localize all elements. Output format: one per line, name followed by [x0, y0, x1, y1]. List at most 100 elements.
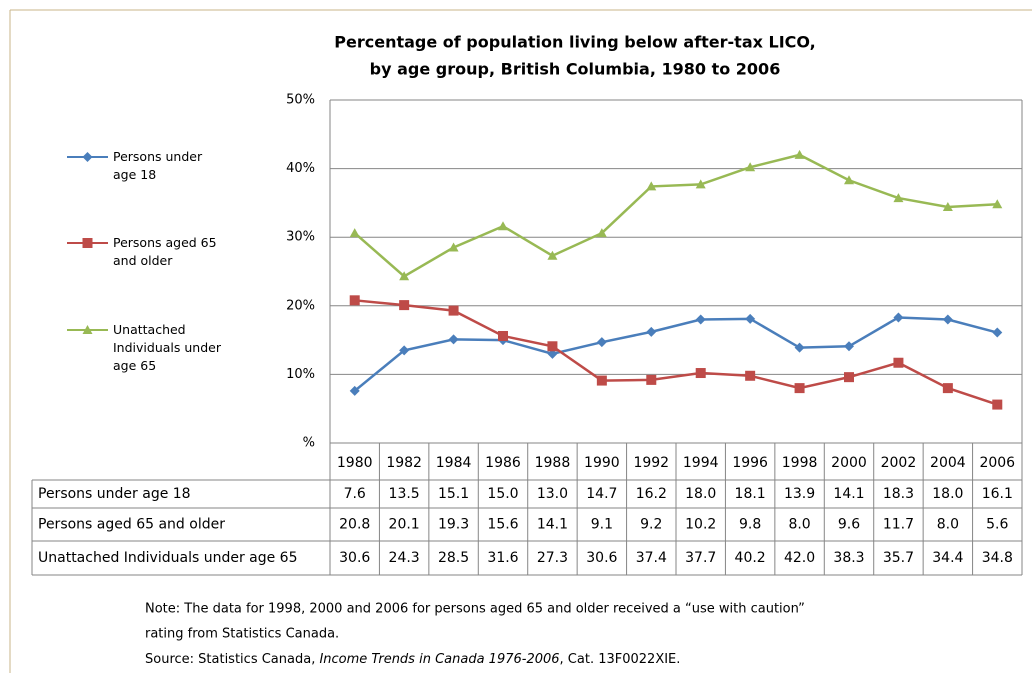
- x-tick-label: 1982: [386, 455, 422, 471]
- marker: [399, 271, 410, 281]
- marker: [893, 357, 904, 368]
- table-value: 14.1: [833, 486, 864, 502]
- table-value: 18.1: [735, 486, 766, 502]
- marker: [448, 242, 459, 252]
- line: [354, 299, 998, 406]
- source-suffix: , Cat. 13F0022XIE.: [560, 652, 681, 667]
- x-tick-label: 2000: [831, 455, 867, 471]
- marker: [596, 337, 607, 348]
- marker: [646, 374, 657, 385]
- table-value: 16.1: [982, 486, 1013, 502]
- table-value: 19.3: [438, 517, 469, 533]
- marker: [992, 399, 1003, 410]
- line: [353, 316, 998, 392]
- marker: [547, 250, 558, 260]
- table-value: 20.1: [389, 517, 420, 533]
- table-value: 35.7: [883, 550, 914, 566]
- x-tick-label: 1994: [683, 455, 719, 471]
- marker: [844, 341, 854, 352]
- note: rating from Statistics Canada.: [145, 627, 339, 642]
- x-tick-label: 1990: [584, 455, 620, 471]
- row-label: Persons aged 65 and older: [38, 517, 225, 533]
- table-value: 11.7: [883, 517, 914, 533]
- row-label: Unattached Individuals under age 65: [38, 550, 298, 566]
- table-value: 13.9: [784, 486, 815, 502]
- y-tick-label: 50%: [286, 93, 315, 108]
- marker: [448, 334, 459, 345]
- marker: [547, 348, 558, 359]
- x-tick-label: 2002: [881, 455, 917, 471]
- table-value: 8.0: [788, 517, 810, 533]
- chart-title: Percentage of population living below af…: [334, 33, 815, 52]
- table-value: 14.7: [586, 486, 617, 502]
- table-value: 37.7: [685, 550, 716, 566]
- x-tick-label: 1988: [535, 455, 571, 471]
- source-publication: Income Trends in Canada 1976-2006: [319, 652, 559, 667]
- table-value: 16.2: [636, 486, 667, 502]
- table-value: 38.3: [833, 550, 864, 566]
- y-tick-label: %: [303, 436, 315, 451]
- marker: [646, 326, 657, 337]
- marker: [547, 341, 558, 352]
- marker: [448, 305, 459, 316]
- table-value: 9.8: [739, 517, 761, 533]
- marker: [498, 221, 508, 231]
- marker: [745, 162, 756, 172]
- table-value: 9.2: [640, 517, 662, 533]
- table-value: 30.6: [586, 550, 617, 566]
- marker: [992, 199, 1003, 209]
- marker: [349, 228, 360, 238]
- marker: [844, 372, 854, 383]
- table-value: 10.2: [685, 517, 716, 533]
- source-prefix: Source: Statistics Canada,: [145, 652, 319, 667]
- marker: [942, 383, 953, 394]
- table-value: 20.8: [339, 517, 370, 533]
- marker: [893, 312, 904, 323]
- marker: [695, 314, 706, 325]
- marker: [596, 375, 607, 386]
- marker: [745, 313, 756, 324]
- table-value: 14.1: [537, 517, 568, 533]
- table-value: 27.3: [537, 550, 568, 566]
- marker: [695, 179, 706, 189]
- x-tick-label: 2004: [930, 455, 966, 471]
- table-value: 13.5: [389, 486, 420, 502]
- marker: [646, 181, 657, 191]
- table-value: 37.4: [636, 550, 667, 566]
- marker: [399, 345, 410, 356]
- table-value: 5.6: [986, 517, 1008, 533]
- marker: [992, 327, 1003, 338]
- table-value: 9.6: [838, 517, 860, 533]
- x-tick-label: 1998: [782, 455, 818, 471]
- marker: [794, 149, 805, 159]
- source: Source: Statistics Canada, Income Trends…: [145, 652, 680, 667]
- table-value: 18.0: [685, 486, 716, 502]
- note: Note: The data for 1998, 2000 and 2006 f…: [145, 602, 805, 617]
- table-value: 18.3: [883, 486, 914, 502]
- table-value: 18.0: [932, 486, 963, 502]
- table-value: 31.6: [487, 550, 518, 566]
- x-tick-label: 1986: [485, 455, 521, 471]
- x-tick-label: 1992: [633, 455, 669, 471]
- marker: [844, 175, 854, 185]
- table-value: 13.0: [537, 486, 568, 502]
- marker: [794, 342, 805, 353]
- table-value: 40.2: [735, 550, 766, 566]
- table-value: 30.6: [339, 550, 370, 566]
- table-value: 15.0: [487, 486, 518, 502]
- marker: [745, 370, 756, 381]
- marker: [349, 385, 360, 396]
- legend-label: Persons under age 18: [113, 149, 203, 182]
- table-value: 24.3: [389, 550, 420, 566]
- x-tick-label: 1984: [436, 455, 472, 471]
- table-value: 34.8: [982, 550, 1013, 566]
- marker: [794, 383, 805, 394]
- legend-label: Unattached Individuals under age 65: [113, 322, 221, 373]
- table-value: 28.5: [438, 550, 469, 566]
- table-value: 9.1: [591, 517, 613, 533]
- marker: [942, 314, 953, 325]
- chart-title: by age group, British Columbia, 1980 to …: [370, 60, 781, 79]
- table-value: 8.0: [937, 517, 959, 533]
